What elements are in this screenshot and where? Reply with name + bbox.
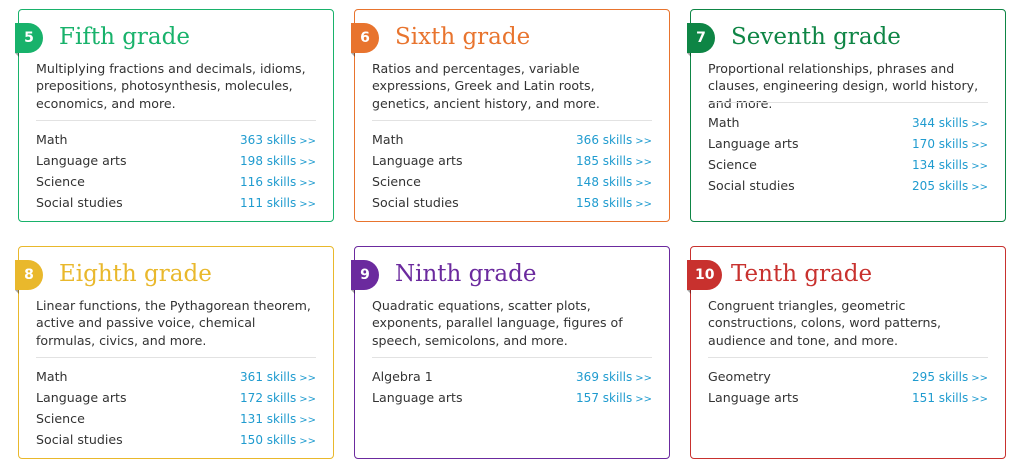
divider bbox=[708, 102, 988, 103]
subject-label[interactable]: Science bbox=[36, 411, 85, 426]
skills-link[interactable]: 185 skills >> bbox=[576, 153, 652, 168]
subject-label[interactable]: Language arts bbox=[708, 390, 799, 405]
skills-link[interactable]: 344 skills >> bbox=[912, 115, 988, 130]
grade-title[interactable]: Seventh grade bbox=[731, 24, 901, 50]
grade-card-seventh: 7 Seventh grade Proportional relationshi… bbox=[687, 9, 1006, 222]
grade-title[interactable]: Tenth grade bbox=[731, 261, 873, 287]
grade-card-eighth: 8 Eighth grade Linear functions, the Pyt… bbox=[15, 246, 334, 459]
subject-row-algebra-1: Algebra 1 369 skills >> bbox=[372, 366, 652, 387]
subject-label[interactable]: Language arts bbox=[372, 153, 463, 168]
skills-link[interactable]: 150 skills >> bbox=[240, 432, 316, 447]
subject-label[interactable]: Math bbox=[36, 369, 68, 384]
skills-link[interactable]: 205 skills >> bbox=[912, 178, 988, 193]
skills-link[interactable]: 134 skills >> bbox=[912, 157, 988, 172]
subject-label[interactable]: Language arts bbox=[36, 390, 127, 405]
grade-title[interactable]: Ninth grade bbox=[395, 261, 537, 287]
grade-description: Congruent triangles, geometric construct… bbox=[708, 298, 942, 348]
subject-label[interactable]: Geometry bbox=[708, 369, 771, 384]
subject-row-social-studies: Social studies 111 skills >> bbox=[36, 192, 316, 213]
subject-label[interactable]: Science bbox=[372, 174, 421, 189]
subject-row-social-studies: Social studies 158 skills >> bbox=[372, 192, 652, 213]
subject-row-language-arts: Language arts 172 skills >> bbox=[36, 387, 316, 408]
subject-row-math: Math 361 skills >> bbox=[36, 366, 316, 387]
skills-link[interactable]: 151 skills >> bbox=[912, 390, 988, 405]
skills-link[interactable]: 111 skills >> bbox=[240, 195, 316, 210]
grade-card-sixth: 6 Sixth grade Ratios and percentages, va… bbox=[351, 9, 670, 222]
skills-link[interactable]: 361 skills >> bbox=[240, 369, 316, 384]
subject-row-language-arts: Language arts 185 skills >> bbox=[372, 150, 652, 171]
subject-label[interactable]: Math bbox=[708, 115, 740, 130]
grade-number-badge: 9 bbox=[351, 260, 379, 294]
grade-description: Proportional relationships, phrases and … bbox=[708, 61, 979, 111]
subject-label[interactable]: Science bbox=[36, 174, 85, 189]
skills-link[interactable]: 148 skills >> bbox=[576, 174, 652, 189]
grade-description: Ratios and percentages, variable express… bbox=[372, 61, 600, 111]
subject-label[interactable]: Social studies bbox=[708, 178, 795, 193]
grade-card-tenth: 10 Tenth grade Congruent triangles, geom… bbox=[687, 246, 1006, 459]
subject-label[interactable]: Social studies bbox=[372, 195, 459, 210]
subject-row-language-arts: Language arts 170 skills >> bbox=[708, 133, 988, 154]
divider bbox=[36, 357, 316, 358]
subject-row-math: Math 344 skills >> bbox=[708, 112, 988, 133]
subject-row-social-studies: Social studies 150 skills >> bbox=[36, 429, 316, 450]
skills-link[interactable]: 366 skills >> bbox=[576, 132, 652, 147]
skills-link[interactable]: 170 skills >> bbox=[912, 136, 988, 151]
skills-link[interactable]: 131 skills >> bbox=[240, 411, 316, 426]
skills-link[interactable]: 172 skills >> bbox=[240, 390, 316, 405]
grade-number-badge: 5 bbox=[15, 23, 43, 57]
grade-description: Linear functions, the Pythagorean theore… bbox=[36, 298, 311, 348]
grade-number-badge: 6 bbox=[351, 23, 379, 57]
subject-row-math: Math 366 skills >> bbox=[372, 129, 652, 150]
skills-link[interactable]: 158 skills >> bbox=[576, 195, 652, 210]
divider bbox=[372, 120, 652, 121]
subject-row-science: Science 134 skills >> bbox=[708, 154, 988, 175]
skills-link[interactable]: 116 skills >> bbox=[240, 174, 316, 189]
subject-label[interactable]: Social studies bbox=[36, 432, 123, 447]
subject-row-language-arts: Language arts 157 skills >> bbox=[372, 387, 652, 408]
subject-row-geometry: Geometry 295 skills >> bbox=[708, 366, 988, 387]
skills-link[interactable]: 198 skills >> bbox=[240, 153, 316, 168]
skills-link[interactable]: 295 skills >> bbox=[912, 369, 988, 384]
subject-row-science: Science 116 skills >> bbox=[36, 171, 316, 192]
divider bbox=[372, 357, 652, 358]
skills-link[interactable]: 363 skills >> bbox=[240, 132, 316, 147]
subject-label[interactable]: Science bbox=[708, 157, 757, 172]
subject-row-math: Math 363 skills >> bbox=[36, 129, 316, 150]
subject-label[interactable]: Math bbox=[36, 132, 68, 147]
divider bbox=[36, 120, 316, 121]
subject-label[interactable]: Language arts bbox=[708, 136, 799, 151]
subject-label[interactable]: Algebra 1 bbox=[372, 369, 433, 384]
subject-label[interactable]: Math bbox=[372, 132, 404, 147]
divider bbox=[708, 357, 988, 358]
skills-link[interactable]: 157 skills >> bbox=[576, 390, 652, 405]
grade-card-fifth: 5 Fifth grade Multiplying fractions and … bbox=[15, 9, 334, 222]
grade-number-badge: 10 bbox=[687, 260, 723, 294]
subject-label[interactable]: Social studies bbox=[36, 195, 123, 210]
grade-number-badge: 7 bbox=[687, 23, 715, 57]
grade-number-badge: 8 bbox=[15, 260, 43, 294]
subject-row-language-arts: Language arts 198 skills >> bbox=[36, 150, 316, 171]
grade-description: Quadratic equations, scatter plots, expo… bbox=[372, 298, 623, 348]
subject-label[interactable]: Language arts bbox=[372, 390, 463, 405]
subject-label[interactable]: Language arts bbox=[36, 153, 127, 168]
subject-row-social-studies: Social studies 205 skills >> bbox=[708, 175, 988, 196]
grade-title[interactable]: Sixth grade bbox=[395, 24, 531, 50]
skills-link[interactable]: 369 skills >> bbox=[576, 369, 652, 384]
grade-description: Multiplying fractions and decimals, idio… bbox=[36, 61, 306, 111]
subject-row-science: Science 131 skills >> bbox=[36, 408, 316, 429]
grade-title[interactable]: Fifth grade bbox=[59, 24, 190, 50]
subject-row-science: Science 148 skills >> bbox=[372, 171, 652, 192]
grade-card-ninth: 9 Ninth grade Quadratic equations, scatt… bbox=[351, 246, 670, 459]
grade-title[interactable]: Eighth grade bbox=[59, 261, 212, 287]
subject-row-language-arts: Language arts 151 skills >> bbox=[708, 387, 988, 408]
